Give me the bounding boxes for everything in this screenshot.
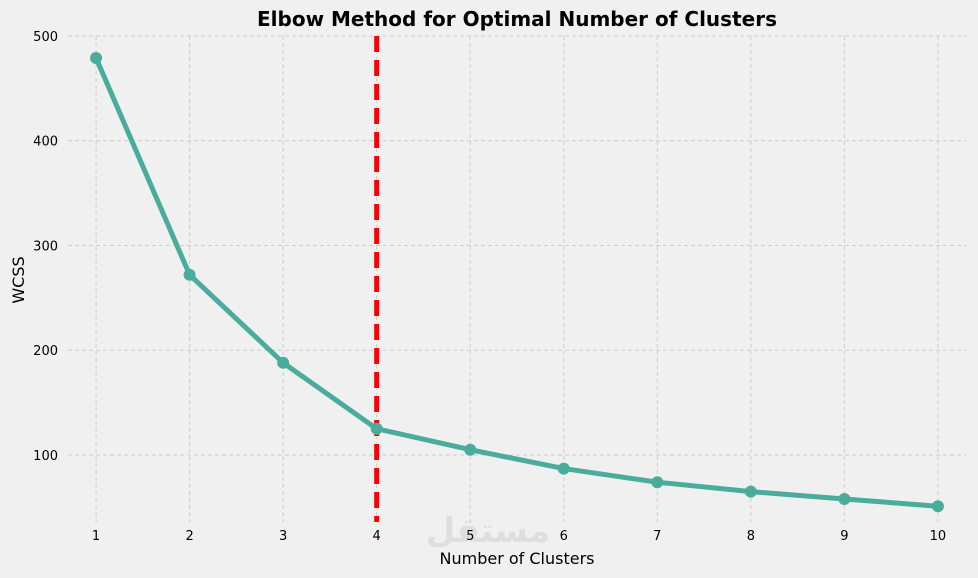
x-tick-label: 10 [930,529,947,544]
data-point [838,492,851,505]
data-point [464,443,477,456]
y-axis-label: WCSS [9,256,28,303]
data-point [931,500,944,513]
tick-labels: 1 2 3 4 5 6 7 8 9 10 100 200 300 400 500 [33,30,946,544]
y-tick-label: 300 [33,239,58,254]
data-point [183,268,196,281]
series-layer [90,51,944,513]
y-tick-label: 200 [33,344,58,359]
data-point [651,476,664,489]
x-tick-label: 6 [560,529,568,544]
data-point [370,422,383,435]
x-tick-label: 7 [653,529,661,544]
y-tick-label: 500 [33,30,58,45]
x-tick-label: 4 [373,529,381,544]
y-tick-label: 400 [33,135,58,150]
x-tick-label: 8 [747,529,755,544]
data-point [744,485,757,498]
data-point [90,51,103,64]
x-axis-label: Number of Clusters [440,549,595,568]
x-tick-label: 1 [92,529,100,544]
x-tick-label: 3 [279,529,287,544]
watermark-logo: مستقل [426,511,550,551]
chart-title: Elbow Method for Optimal Number of Clust… [257,7,777,31]
wcss-series-line [93,55,941,509]
data-point [557,462,570,475]
x-tick-label: 5 [466,529,474,544]
grid [68,35,966,522]
x-tick-label: 9 [840,529,848,544]
x-tick-label: 2 [185,529,193,544]
y-tick-label: 100 [33,449,58,464]
data-point [277,356,290,369]
